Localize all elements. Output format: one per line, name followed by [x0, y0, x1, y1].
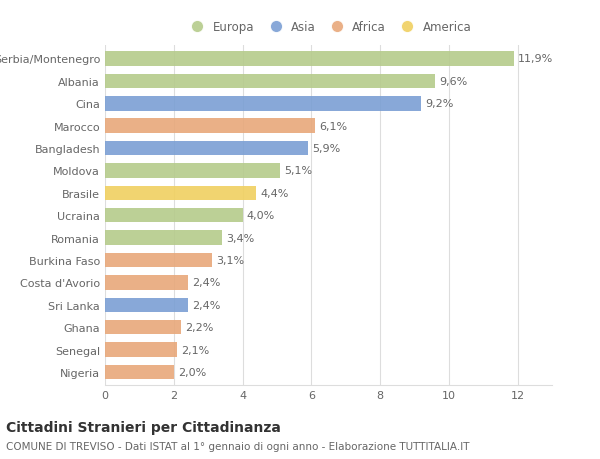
Bar	[105, 208, 242, 223]
Bar	[105, 141, 308, 156]
Text: 2,4%: 2,4%	[191, 300, 220, 310]
Text: 3,1%: 3,1%	[216, 255, 244, 265]
Bar	[105, 320, 181, 335]
Bar	[105, 342, 177, 357]
Text: Cittadini Stranieri per Cittadinanza: Cittadini Stranieri per Cittadinanza	[6, 420, 281, 434]
Bar	[105, 164, 280, 178]
Text: 2,2%: 2,2%	[185, 323, 213, 332]
Text: 5,9%: 5,9%	[312, 144, 340, 154]
Text: 9,2%: 9,2%	[425, 99, 454, 109]
Bar	[105, 97, 421, 111]
Bar	[105, 74, 435, 89]
Text: 5,1%: 5,1%	[284, 166, 313, 176]
Bar	[105, 275, 188, 290]
Text: 2,0%: 2,0%	[178, 367, 206, 377]
Bar	[105, 119, 315, 134]
Bar	[105, 231, 222, 246]
Bar	[105, 52, 514, 67]
Text: 3,4%: 3,4%	[226, 233, 254, 243]
Legend: Europa, Asia, Africa, America: Europa, Asia, Africa, America	[182, 18, 475, 38]
Text: 11,9%: 11,9%	[518, 54, 554, 64]
Text: COMUNE DI TREVISO - Dati ISTAT al 1° gennaio di ogni anno - Elaborazione TUTTITA: COMUNE DI TREVISO - Dati ISTAT al 1° gen…	[6, 441, 470, 451]
Bar	[105, 298, 188, 313]
Text: 2,1%: 2,1%	[181, 345, 209, 355]
Bar	[105, 186, 256, 201]
Text: 9,6%: 9,6%	[439, 77, 467, 87]
Text: 2,4%: 2,4%	[191, 278, 220, 288]
Bar	[105, 365, 174, 380]
Text: 4,4%: 4,4%	[260, 188, 289, 198]
Text: 6,1%: 6,1%	[319, 121, 347, 131]
Text: 4,0%: 4,0%	[247, 211, 275, 221]
Bar	[105, 253, 212, 268]
